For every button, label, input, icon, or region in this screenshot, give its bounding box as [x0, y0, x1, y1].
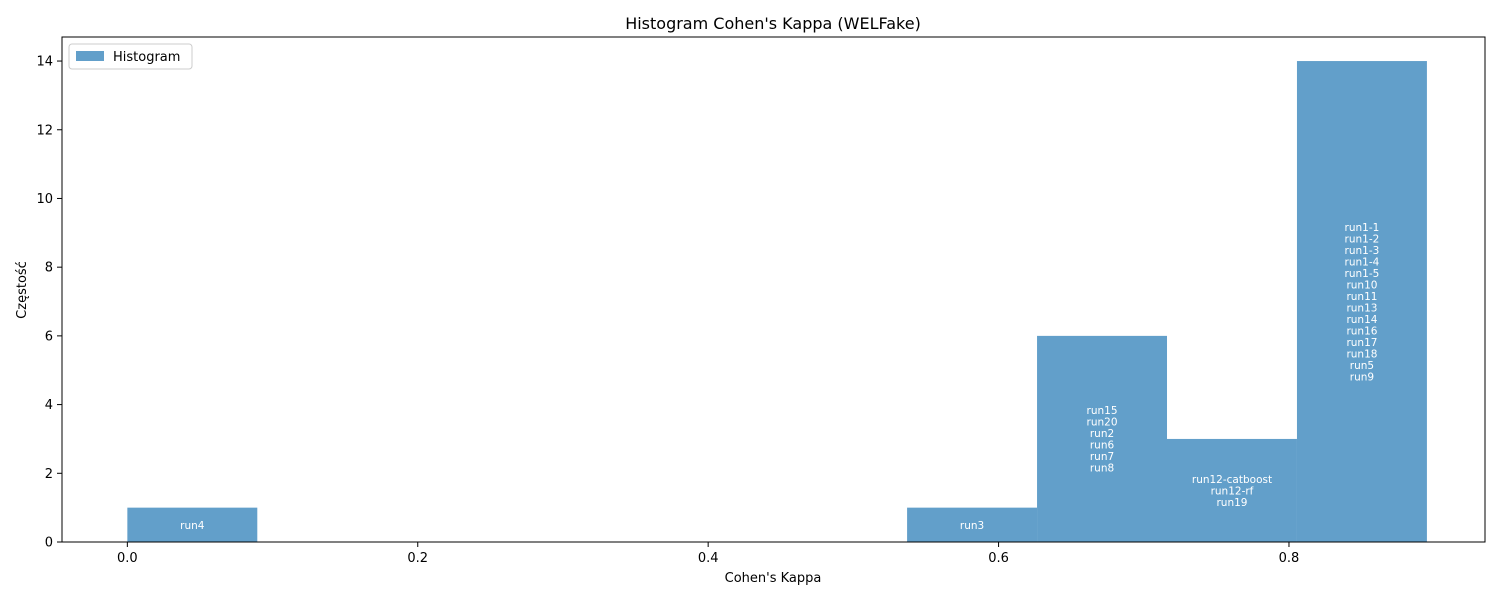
y-tick-label: 4 [45, 398, 53, 413]
x-tick-label: 0.4 [698, 551, 719, 566]
bar-label-line: run14 [1346, 314, 1377, 326]
bar-label: run4 [180, 520, 205, 532]
bar-label-line: run20 [1087, 417, 1118, 429]
histogram-bar [127, 507, 258, 542]
histogram-bar [1037, 335, 1168, 542]
bar-label-line: run16 [1346, 325, 1377, 337]
bar-label: run3 [960, 520, 984, 532]
legend-frame [68, 43, 193, 70]
bar-label-line: run5 [1350, 360, 1374, 372]
y-tick-label: 14 [36, 55, 53, 70]
bars-layer: run4 run3 run15 run20 run2 run6 run7 run8 run12-… [127, 61, 1427, 543]
bar-label: run15 run20 run2 run6 run7 run8 [1087, 405, 1118, 475]
y-tick-label: 12 [36, 123, 53, 138]
bar-label-line: run11 [1346, 291, 1377, 303]
bar-label-line: run13 [1346, 302, 1377, 314]
histogram-bar [907, 507, 1038, 542]
bar-label-line: run10 [1346, 279, 1377, 291]
y-tick-label: 10 [36, 192, 53, 207]
bar-label-line: run12-rf [1211, 485, 1254, 497]
ticks-layer: 0.0 0.2 0.4 0.6 0.8 0 2 4 6 8 10 12 14 [36, 55, 1299, 566]
x-tick-label: 0.6 [988, 551, 1009, 566]
bar-label-line: run1-1 [1345, 222, 1380, 234]
x-axis-label: Cohen's Kappa [725, 571, 822, 586]
y-axis-label: Częstość [15, 261, 30, 319]
x-tick-label: 0.0 [117, 551, 138, 566]
y-tick-label: 0 [45, 536, 53, 551]
bar-label-line: run6 [1090, 440, 1115, 452]
bar-label-line: run8 [1090, 463, 1114, 475]
x-tick-label: 0.8 [1279, 551, 1300, 566]
bar-label-line: run15 [1087, 405, 1118, 417]
bar-label-line: run17 [1346, 337, 1377, 349]
bar-label: run1-1 run1-2 run1-3 run1-4 run1-5 run10 run11… [1345, 222, 1380, 384]
y-tick-label: 8 [45, 261, 53, 276]
legend-label: Histogram [113, 50, 180, 65]
plot-frame [61, 36, 1486, 543]
bar-label-line: run1-3 [1345, 245, 1380, 257]
histogram-bar [1167, 438, 1297, 542]
chart-title: Histogram Cohen's Kappa (WELFake) [625, 14, 921, 33]
bar-label-line: run9 [1350, 371, 1374, 383]
bar-label-line: run7 [1090, 451, 1114, 463]
bar-label-line: run12-catboost [1192, 474, 1272, 486]
bar-label-line: run4 [180, 520, 205, 532]
legend-swatch [76, 51, 104, 61]
bar-label-line: run2 [1090, 428, 1114, 440]
bar-label-line: run18 [1346, 348, 1377, 360]
bar-label: run12-catboost run12-rf run19 [1192, 474, 1272, 509]
y-tick-label: 2 [45, 467, 53, 482]
bar-label-line: run19 [1216, 497, 1247, 509]
histogram-bar [1296, 61, 1427, 543]
bar-label-line: run1-4 [1345, 256, 1380, 268]
bar-label-line: run1-5 [1345, 268, 1380, 280]
legend: Histogram [68, 43, 193, 70]
bar-label-line: run3 [960, 520, 984, 532]
y-tick-label: 6 [45, 329, 53, 344]
x-tick-label: 0.2 [407, 551, 428, 566]
bar-label-line: run1-2 [1345, 233, 1380, 245]
